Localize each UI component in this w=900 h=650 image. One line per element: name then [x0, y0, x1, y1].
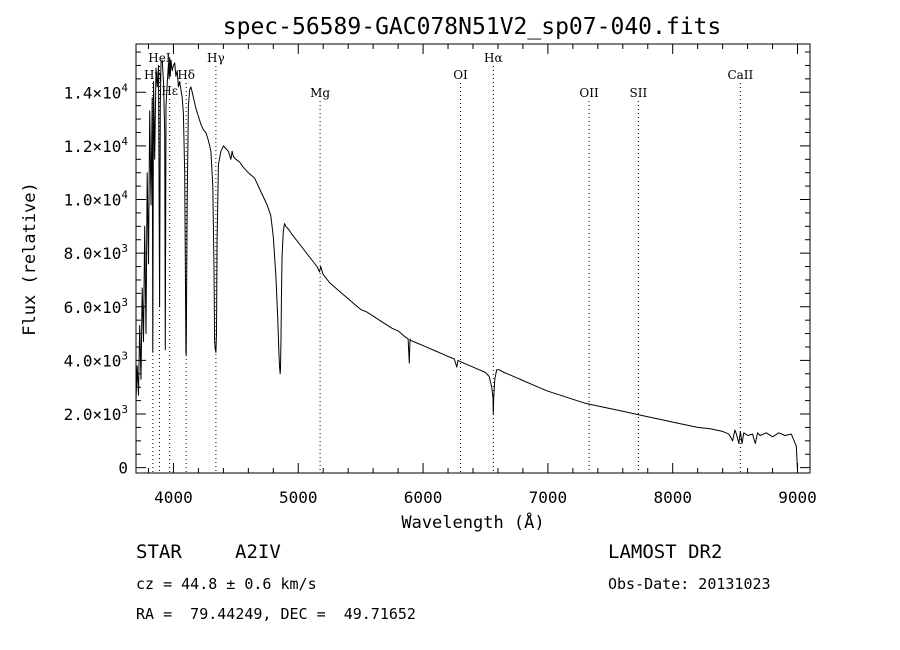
x-tick-label: 9000 — [778, 488, 817, 507]
observation-date: Obs-Date: 20131023 — [608, 575, 771, 593]
spectral-line-label: Hδ — [177, 68, 195, 82]
y-tick-label: 1.4×104 — [64, 81, 129, 102]
x-axis-label: Wavelength (Å) — [401, 511, 544, 533]
y-tick-label: 4.0×103 — [64, 349, 128, 370]
x-tick-label: 7000 — [529, 488, 568, 507]
plot-frame — [135, 43, 811, 474]
redshift-value: cz = 44.8 ± 0.6 km/s — [136, 575, 317, 593]
spectral-line-label: SII — [630, 86, 648, 100]
spectral-line-label: OII — [579, 86, 599, 100]
spectral-line-label: Hε — [161, 84, 178, 98]
classification: A2IV — [235, 541, 281, 563]
y-axis-label: Flux (relative) — [20, 182, 40, 336]
y-axis-ticks: 0 2.0×103 4.0×103 6.0×103 8.0×103 1.0×104 1.2×… — [64, 51, 810, 478]
y-tick-label: 1.2×104 — [64, 135, 129, 156]
y-tick-label: 8.0×103 — [64, 242, 128, 263]
x-tick-label: 6000 — [404, 488, 443, 507]
coordinates: RA = 79.44249, DEC = 49.71652 — [136, 605, 416, 623]
x-axis-ticks: 4000 5000 6000 7000 8000 9000 — [147, 44, 817, 507]
y-tick-label: 0 — [118, 459, 128, 478]
spectral-line-label: HeI — [148, 51, 171, 65]
spectral-line-label: CaII — [727, 68, 753, 82]
chart-title: spec-56589-GAC078N51V2_sp07-040.fits — [223, 14, 722, 40]
object-type: STAR — [136, 541, 182, 563]
spectral-line-label: Mg — [310, 86, 330, 100]
y-tick-label: 6.0×103 — [64, 296, 128, 317]
x-tick-label: 5000 — [279, 488, 318, 507]
y-tick-label: 2.0×103 — [64, 403, 128, 424]
x-tick-label: 8000 — [653, 488, 692, 507]
y-tick-label: 1.0×104 — [64, 189, 129, 210]
spectrum-series-flux — [135, 56, 798, 471]
spectral-line-label: Hα — [484, 51, 503, 65]
x-tick-label: 4000 — [154, 488, 193, 507]
spectral-line-label: Hγ — [207, 51, 225, 65]
survey-name: LAMOST DR2 — [608, 541, 722, 563]
spectral-line-label: OI — [453, 68, 468, 82]
